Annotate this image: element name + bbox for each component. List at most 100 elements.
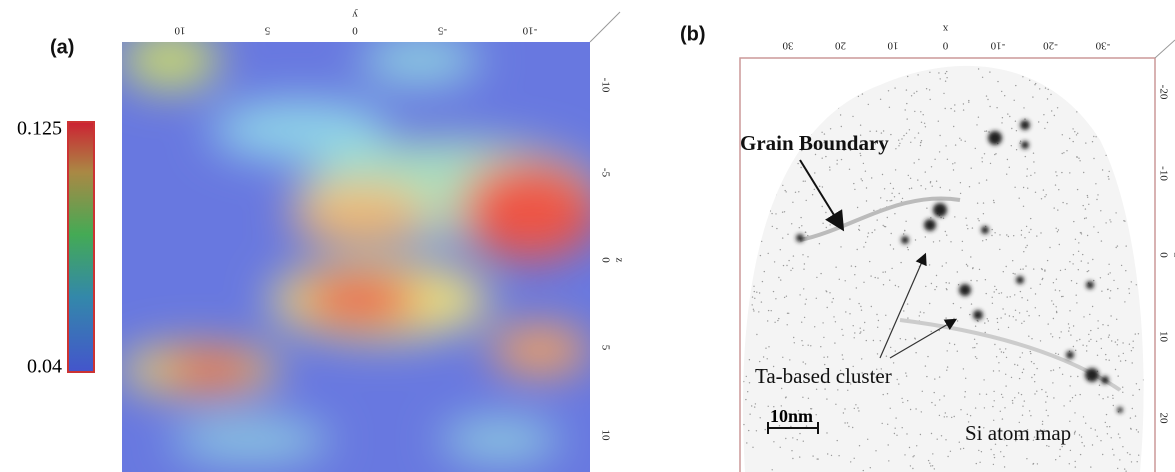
atom <box>1130 82 1131 83</box>
atom <box>780 447 781 448</box>
atom <box>1054 115 1055 116</box>
atom <box>1014 273 1015 274</box>
atom <box>908 249 909 250</box>
atom <box>888 90 889 91</box>
atom <box>1103 105 1104 106</box>
atom <box>1078 97 1079 98</box>
atom <box>989 106 990 107</box>
atom <box>1023 107 1024 108</box>
atom <box>1013 273 1014 274</box>
atom <box>1069 138 1070 139</box>
atom <box>889 107 890 108</box>
atom <box>954 416 955 417</box>
atom <box>1147 141 1148 142</box>
atom <box>841 159 842 160</box>
atom <box>976 463 977 464</box>
atom <box>1030 175 1031 176</box>
atom <box>827 453 828 454</box>
atom <box>1078 242 1079 243</box>
axis-label: x <box>942 22 948 34</box>
atom <box>1095 429 1096 430</box>
atom <box>785 397 786 398</box>
atom <box>1114 102 1115 103</box>
atom <box>1124 301 1125 302</box>
atom <box>943 93 944 94</box>
atom <box>1053 397 1054 398</box>
atom <box>1131 350 1132 351</box>
atom <box>786 265 787 266</box>
atom <box>1029 80 1030 81</box>
tick-label: 0 <box>1157 252 1169 258</box>
atom <box>914 111 915 112</box>
atom <box>1108 274 1109 275</box>
atom <box>970 280 971 281</box>
atom <box>900 338 901 339</box>
atom <box>1011 128 1012 129</box>
atom <box>1056 228 1057 229</box>
atom <box>1005 385 1006 386</box>
atom <box>796 106 797 107</box>
atom <box>1135 415 1136 416</box>
atom <box>780 279 781 280</box>
atom <box>1093 280 1094 281</box>
atom <box>975 356 976 357</box>
atom <box>1046 410 1047 411</box>
atom <box>1132 395 1133 396</box>
atom <box>755 403 756 404</box>
atom <box>1058 189 1059 190</box>
atom <box>1030 415 1031 416</box>
atom <box>1022 76 1023 77</box>
atom <box>1146 407 1147 408</box>
atom <box>1028 315 1029 316</box>
atom <box>1009 116 1010 117</box>
atom <box>890 347 891 348</box>
atom <box>768 310 769 311</box>
atom <box>801 123 802 124</box>
atom <box>1072 263 1073 264</box>
atom <box>994 286 995 287</box>
atom <box>1146 326 1147 327</box>
atom <box>1100 440 1101 441</box>
atom <box>969 314 970 315</box>
atom <box>990 163 991 164</box>
atom <box>979 182 980 183</box>
atom <box>785 190 786 191</box>
atom <box>1088 334 1089 335</box>
atom <box>960 193 961 194</box>
atom <box>986 293 987 294</box>
atom <box>1106 68 1107 69</box>
atom <box>1117 468 1118 469</box>
atom <box>898 383 899 384</box>
atom <box>765 429 766 430</box>
atom <box>870 73 871 74</box>
atom <box>997 81 998 82</box>
atom <box>1117 158 1118 159</box>
atom <box>1118 433 1119 434</box>
atom <box>1085 423 1086 424</box>
atom <box>781 388 782 389</box>
atom <box>1034 393 1035 394</box>
atom <box>1109 360 1110 361</box>
axis-label: z <box>613 258 625 263</box>
atom <box>773 291 774 292</box>
atom <box>767 167 768 168</box>
atom <box>918 132 919 133</box>
atom <box>1045 392 1046 393</box>
atom <box>1078 158 1079 159</box>
atom <box>1110 221 1111 222</box>
atom <box>1151 161 1152 162</box>
atom <box>986 394 987 395</box>
atom <box>977 218 978 219</box>
atom <box>984 131 985 132</box>
atom <box>870 467 871 468</box>
atom <box>741 60 742 61</box>
atom <box>803 361 804 362</box>
atom <box>775 102 776 103</box>
atom <box>833 316 834 317</box>
atom <box>1027 300 1028 301</box>
atom <box>782 237 783 238</box>
atom <box>1152 73 1153 74</box>
atom <box>829 292 830 293</box>
atom <box>967 414 968 415</box>
atom <box>1020 141 1021 142</box>
